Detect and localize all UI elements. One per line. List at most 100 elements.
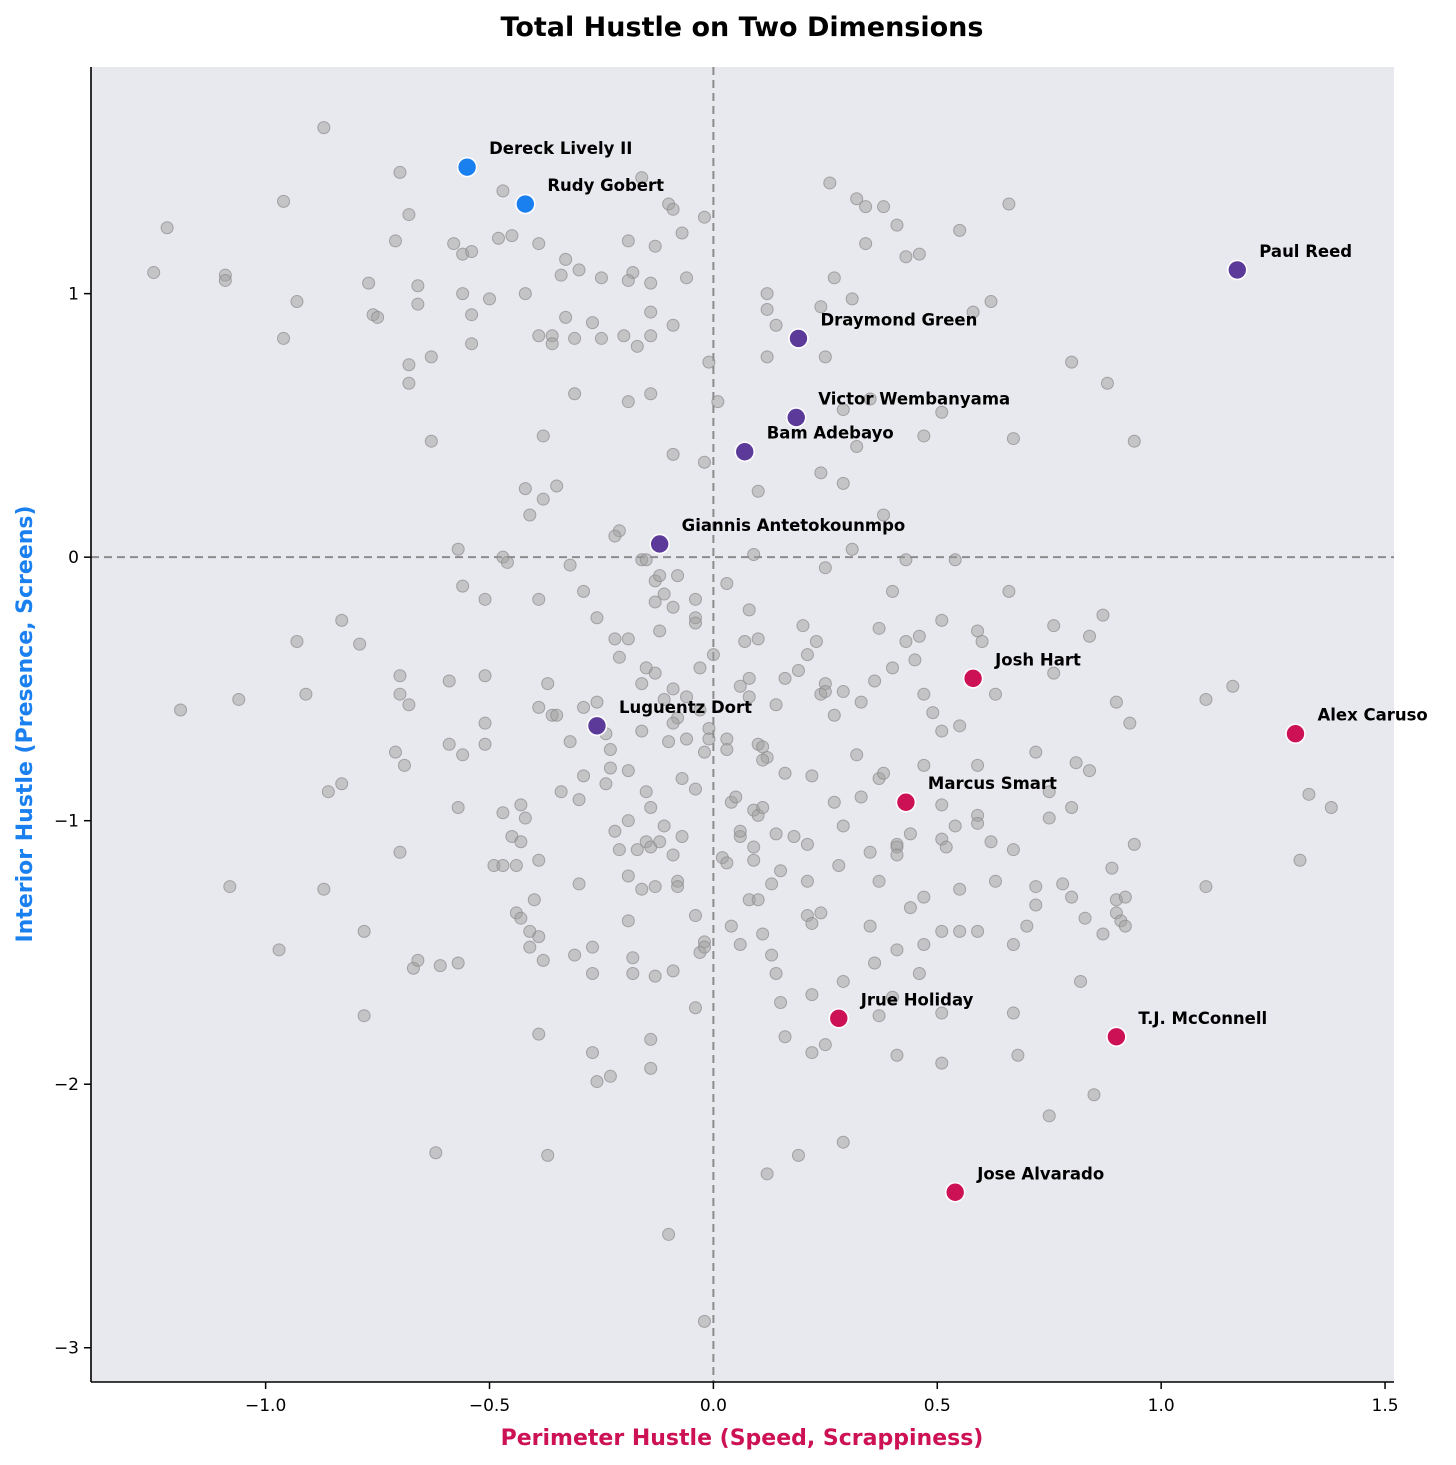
other-player-point (742, 603, 756, 617)
other-player-point (514, 835, 528, 849)
other-player-point (536, 953, 550, 967)
other-player-point (751, 632, 765, 646)
other-player-point (626, 967, 640, 981)
other-player-point (756, 753, 770, 767)
other-player-point (953, 882, 967, 896)
other-player-point (1065, 801, 1079, 815)
other-player-point (1083, 764, 1097, 778)
highlighted-player-point (734, 441, 756, 463)
y-tick-label: −3 (54, 1339, 79, 1359)
other-player-point (702, 355, 716, 369)
other-player-point (402, 376, 416, 390)
other-player-point (814, 300, 828, 314)
other-player-point (648, 239, 662, 253)
other-player-point (483, 292, 497, 306)
highlighted-player-point (515, 193, 536, 215)
other-player-point (805, 769, 819, 783)
other-player-point (536, 492, 550, 506)
other-player-point (823, 176, 837, 190)
other-player-point (675, 829, 689, 843)
player-annotation: Rudy Gobert (547, 176, 664, 195)
other-player-point (639, 553, 653, 567)
other-player-point (532, 592, 546, 606)
other-player-point (760, 350, 774, 364)
other-player-point (675, 226, 689, 240)
other-player-point (760, 302, 774, 316)
other-player-point (653, 835, 667, 849)
y-tick-label: −1 (54, 812, 79, 832)
other-player-point (451, 542, 465, 556)
other-player-point (621, 764, 635, 778)
other-player-point (935, 1056, 949, 1070)
highlighted-player-point (828, 1008, 850, 1029)
other-player-point (1042, 785, 1056, 799)
other-player-point (599, 777, 613, 791)
other-player-point (478, 737, 492, 751)
other-player-point (290, 295, 304, 309)
other-player-point (697, 455, 711, 469)
other-player-point (362, 276, 376, 290)
other-player-point (353, 637, 367, 651)
other-player-point (402, 698, 416, 712)
other-player-point (680, 271, 694, 285)
other-player-point (1020, 919, 1034, 933)
other-player-point (886, 661, 900, 675)
other-player-point (756, 927, 770, 941)
other-player-point (411, 297, 425, 311)
other-player-point (657, 587, 671, 601)
other-player-point (1078, 911, 1092, 925)
other-player-point (603, 1069, 617, 1083)
player-annotation: Dereck Lively II (489, 139, 632, 158)
other-player-point (1199, 880, 1213, 894)
other-player-point (1118, 919, 1132, 933)
other-player-point (442, 674, 456, 688)
highlighted-players: Dereck Lively II Rudy Gobert Paul Reed Dray… (456, 139, 1428, 1203)
other-player-point (778, 766, 792, 780)
highlighted-player-point (944, 1181, 966, 1203)
other-player-point (550, 708, 564, 722)
other-player-point (899, 553, 913, 567)
other-player-point (935, 924, 949, 938)
other-player-point (827, 271, 841, 285)
other-player-point (845, 292, 859, 306)
other-player-point (518, 811, 532, 825)
other-player-point (559, 252, 573, 266)
other-player-point (411, 279, 425, 293)
other-player-point (720, 577, 734, 591)
player-annotation: Giannis Antetokounmpo (682, 516, 906, 535)
other-player-point (697, 940, 711, 954)
other-player-point (626, 951, 640, 965)
other-player-point (594, 271, 608, 285)
other-player-point (809, 634, 823, 648)
other-player-point (765, 877, 779, 891)
other-player-point (590, 1075, 604, 1089)
other-player-point (666, 318, 680, 332)
other-player-point (621, 395, 635, 409)
highlighted-player-point (1285, 723, 1306, 745)
other-player-point (648, 880, 662, 894)
other-player-point (850, 748, 864, 762)
other-player-point (174, 703, 188, 717)
x-tick-label: −0.5 (469, 1396, 510, 1416)
other-player-point (1006, 1006, 1020, 1020)
other-player-point (577, 769, 591, 783)
other-player-point (733, 679, 747, 693)
other-player-point (1011, 1048, 1025, 1062)
chart-title: Total Hustle on Two Dimensions (501, 12, 984, 43)
other-player-point (1006, 843, 1020, 857)
other-player-point (836, 974, 850, 988)
other-player-point (863, 919, 877, 933)
other-player-point (585, 940, 599, 954)
other-player-point (635, 677, 649, 691)
other-player-point (903, 901, 917, 915)
other-player-point (971, 758, 985, 772)
other-player-point (751, 484, 765, 498)
other-player-point (1069, 756, 1083, 770)
other-player-point (1047, 619, 1061, 633)
other-player-point (868, 674, 882, 688)
other-player-point (1042, 1109, 1056, 1123)
other-player-point (872, 621, 886, 635)
other-player-point (442, 737, 456, 751)
other-player-point (800, 648, 814, 662)
other-player-point (988, 874, 1002, 888)
